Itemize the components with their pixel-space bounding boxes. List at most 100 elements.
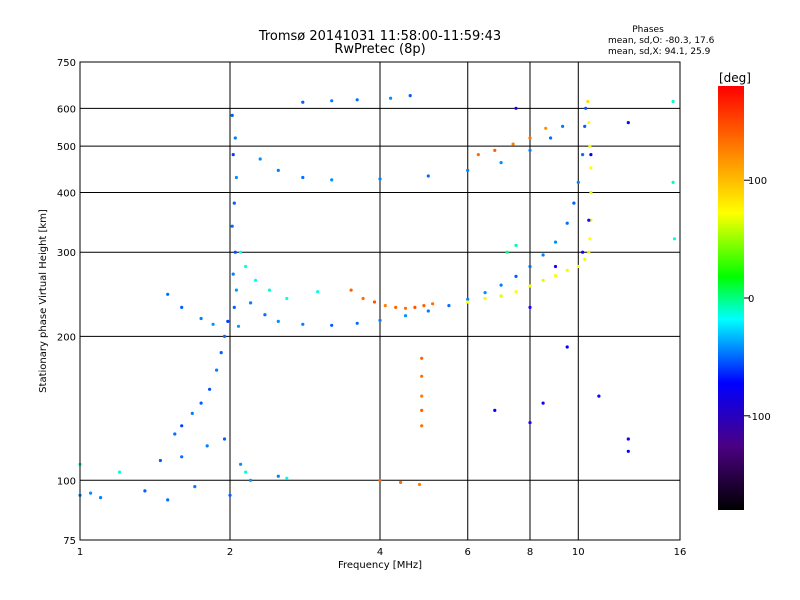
y-axis-label: Stationary phase Virtual Height [km]	[38, 209, 49, 393]
data-point	[208, 387, 212, 391]
data-point	[233, 250, 237, 254]
data-point	[230, 113, 234, 117]
data-point	[587, 121, 591, 125]
data-point	[239, 462, 243, 466]
data-point	[499, 283, 503, 287]
data-point	[541, 278, 545, 282]
data-point	[403, 306, 408, 310]
data-point	[576, 180, 580, 184]
chart-subtitle: RwPretec (8p)	[334, 42, 425, 57]
data-point	[234, 288, 238, 292]
data-point	[239, 250, 243, 254]
y-tick-label: 500	[57, 142, 76, 153]
data-point	[514, 274, 518, 278]
data-point	[355, 98, 359, 102]
data-point	[267, 288, 272, 292]
data-point	[422, 304, 426, 308]
stats-o-line: mean, sd,O: -80.3, 17.6	[608, 36, 715, 46]
data-point	[394, 305, 398, 309]
y-tick-label: 750	[57, 58, 76, 69]
data-point	[403, 314, 408, 318]
data-point	[199, 316, 203, 321]
data-point	[528, 421, 532, 425]
data-point	[420, 374, 424, 378]
data-point	[476, 153, 480, 157]
data-point	[544, 126, 548, 130]
plot-frame	[79, 61, 681, 541]
grid	[80, 62, 680, 540]
data-point	[581, 250, 585, 254]
data-point	[215, 368, 219, 372]
data-point	[378, 478, 382, 482]
data-point	[588, 237, 592, 241]
data-point	[528, 305, 532, 309]
data-point	[249, 478, 253, 482]
data-point	[499, 161, 503, 165]
data-point	[378, 177, 382, 181]
data-point	[583, 124, 587, 128]
x-tick-label: 2	[227, 547, 233, 558]
data-point	[626, 121, 630, 125]
data-point	[514, 290, 518, 294]
data-point	[330, 178, 334, 182]
data-point	[117, 470, 122, 474]
data-point	[589, 153, 593, 157]
data-point	[276, 319, 280, 323]
data-point	[417, 482, 422, 487]
data-point	[399, 480, 403, 484]
data-point	[597, 394, 601, 398]
data-point	[589, 166, 593, 170]
data-point	[420, 394, 424, 398]
data-point	[301, 100, 305, 104]
data-point	[426, 309, 430, 313]
colorbar-tick-label: 100	[748, 176, 767, 187]
colorbar-tick-label: -100	[748, 412, 771, 423]
x-tick-label: 4	[377, 547, 383, 558]
data-point	[244, 264, 248, 269]
data-point	[549, 136, 553, 140]
data-point	[626, 449, 630, 453]
data-point	[420, 356, 424, 360]
data-point	[236, 324, 241, 328]
data-point	[378, 318, 382, 322]
data-point	[180, 424, 184, 428]
data-point	[583, 257, 587, 261]
data-point	[301, 175, 305, 180]
stats-x-line: mean, sd,X: 94.1, 25.9	[608, 47, 711, 57]
data-point	[626, 437, 630, 441]
data-point	[199, 401, 203, 405]
data-point	[166, 498, 170, 502]
data-point	[276, 168, 280, 172]
data-point	[420, 408, 424, 412]
x-tick-label: 6	[465, 547, 471, 558]
x-tick-label: 1	[77, 547, 83, 558]
colorbar-label: [deg]	[719, 71, 751, 85]
data-point	[483, 291, 487, 295]
data-point	[541, 253, 545, 257]
data-point	[232, 201, 236, 205]
data-point	[499, 294, 503, 298]
data-point	[349, 288, 353, 292]
data-point	[420, 424, 424, 428]
x-tick-label: 8	[527, 547, 533, 558]
data-point	[301, 322, 305, 326]
data-point	[230, 224, 234, 228]
colorbar-ticks: 100 0 -100	[744, 176, 771, 423]
chart-title: Tromsø 20141031 11:58:00-11:59:43	[258, 29, 501, 44]
data-point	[89, 491, 93, 495]
data-point	[231, 153, 235, 157]
data-point	[587, 218, 591, 222]
data-point	[276, 474, 280, 478]
data-point	[193, 485, 197, 489]
y-tick-label: 100	[57, 476, 76, 487]
data-point	[166, 292, 170, 296]
data-point	[316, 290, 320, 294]
data-point	[672, 237, 677, 241]
data-point	[553, 240, 558, 244]
data-point	[561, 124, 565, 128]
data-points	[78, 94, 677, 502]
data-point	[528, 148, 532, 152]
x-tick-label: 16	[674, 547, 687, 558]
data-point	[589, 190, 593, 195]
data-point	[249, 301, 253, 305]
